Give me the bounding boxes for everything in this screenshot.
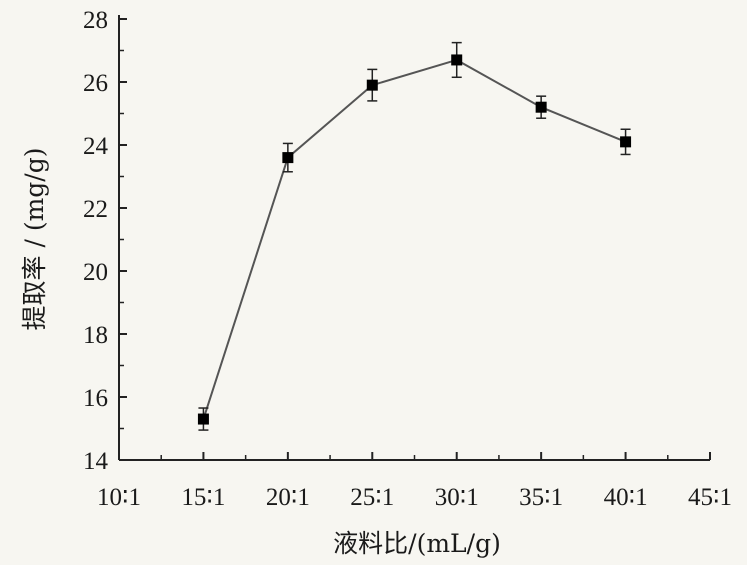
- x-tick-label: 20∶1: [266, 484, 310, 511]
- x-axis-title: 液料比/(mL/g): [333, 529, 501, 558]
- y-tick-label: 20: [83, 259, 108, 286]
- data-point: [620, 136, 632, 148]
- series-line: [202, 58, 626, 420]
- data-point: [282, 152, 294, 164]
- data-point: [197, 413, 209, 425]
- x-tick-label: 30∶1: [435, 484, 479, 511]
- y-tick-label: 24: [83, 133, 109, 160]
- y-tick-label: 14: [83, 448, 109, 475]
- data-point: [366, 79, 378, 91]
- x-tick-label: 10∶1: [97, 484, 141, 511]
- y-tick-label: 18: [83, 322, 108, 349]
- x-tick-label: 35∶1: [519, 484, 563, 511]
- x-tick-label: 45∶1: [688, 484, 732, 511]
- data-point: [535, 101, 547, 113]
- x-tick-label: 15∶1: [181, 484, 225, 511]
- y-tick-label: 26: [83, 70, 108, 97]
- y-tick-label: 28: [83, 7, 108, 34]
- y-tick-label: 22: [83, 196, 108, 223]
- y-tick-label: 16: [83, 385, 108, 412]
- series-layer: [197, 41, 632, 431]
- y-axis-title: 提取率 / (mg/g): [20, 148, 49, 331]
- x-tick-label: 25∶1: [350, 484, 394, 511]
- axes: 14 16 18 20 22 24 26 28 10∶1 15∶1 20∶1 25∶1 30∶1 35∶1…: [83, 7, 732, 511]
- data-point: [451, 54, 463, 66]
- x-tick-label: 40∶1: [604, 484, 648, 511]
